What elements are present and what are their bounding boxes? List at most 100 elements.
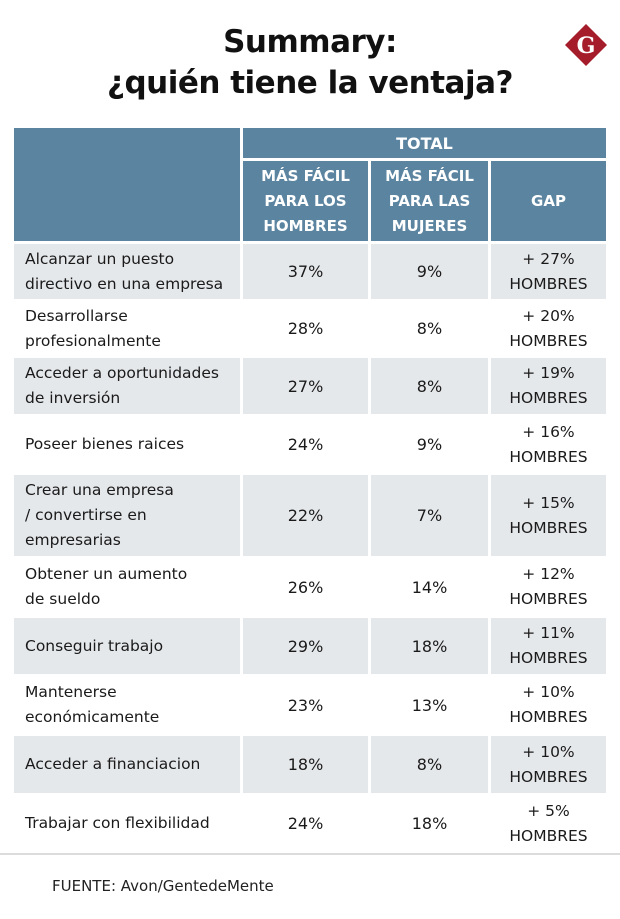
value-gap: + 16% HOMBRES (491, 416, 606, 473)
row-label-line: empresarias (25, 531, 121, 549)
value-hombres: 18% (243, 736, 368, 793)
gap-line: + 12% (522, 565, 575, 583)
footer-divider (0, 853, 620, 855)
row-label: Crear una empresa / convertirse en empresa… (14, 475, 240, 556)
table-row: Alcanzar un puesto directivo en una empre… (14, 244, 606, 299)
value-gap: + 5% HOMBRES (491, 795, 606, 852)
row-label-line: Obtener un aumento (25, 565, 188, 583)
header-line: PARA LAS (388, 191, 471, 210)
table-row: Desarrollarse profesionalmente 28% 8% + 20% H… (14, 301, 606, 356)
gap-line: + 15% (522, 493, 575, 512)
gap-line: + 19% (522, 364, 575, 382)
row-label: Conseguir trabajo (14, 618, 240, 674)
row-label-line: profesionalmente (25, 331, 161, 350)
row-label: Trabajar con flexibilidad (14, 795, 240, 852)
gap-line: HOMBRES (509, 274, 588, 293)
row-label-line: Desarrollarse (25, 306, 128, 325)
row-label: Obtener un aumento de sueldo (14, 558, 240, 616)
value-mujeres: 14% (411, 577, 448, 597)
gap-line: HOMBRES (509, 389, 588, 407)
page-title: Summary: ¿quién tiene la ventaja? (0, 22, 620, 104)
value-gap: + 15% HOMBRES (491, 475, 606, 556)
header-blank-cell (14, 128, 240, 241)
value-hombres: 37% (243, 244, 368, 299)
logo-letter: G (577, 33, 596, 59)
table-row: Acceder a financiacion 18% 8% + 10% HOMBRES (14, 736, 606, 793)
row-label-line: Crear una empresa (25, 481, 174, 499)
row-label-line: / convertirse en (25, 506, 147, 524)
table-row: Crear una empresa / convertirse en empresa… (14, 475, 606, 556)
row-label: Alcanzar un puesto directivo en una empre… (14, 244, 240, 299)
table-row: Poseer bienes raices 24% 9% + 16% HOMBRES (14, 416, 606, 473)
value-gap: + 12% HOMBRES (491, 558, 606, 616)
gap-line: + 10% (522, 742, 575, 761)
gap-line: HOMBRES (509, 447, 588, 466)
value-hombres: 23% (287, 695, 324, 715)
gap-line: + 5% (527, 801, 570, 820)
title-line-2: ¿quién tiene la ventaja? (106, 65, 514, 101)
source-note: FUENTE: Avon/GentedeMente (52, 877, 274, 895)
value-hombres: 22% (243, 475, 368, 556)
header-hombres: MÁS FÁCIL PARA LOS HOMBRES (243, 161, 368, 241)
row-label-line: Acceder a oportunidades (25, 364, 220, 382)
gap-line: HOMBRES (509, 826, 588, 845)
row-label: Acceder a oportunidades de inversión (14, 358, 240, 414)
gap-line: + 11% (522, 624, 575, 642)
title-line-1: Summary: (223, 24, 397, 60)
row-label-line: Acceder a financiacion (25, 755, 201, 773)
header-total: TOTAL (243, 128, 606, 158)
header-line: MÁS FÁCIL (385, 166, 474, 185)
header-line: MUJERES (391, 216, 468, 235)
gap-line: HOMBRES (509, 649, 588, 667)
value-mujeres: 8% (416, 319, 443, 338)
gap-line: HOMBRES (509, 708, 588, 726)
value-gap: + 19% HOMBRES (491, 358, 606, 414)
value-hombres: 28% (287, 319, 324, 338)
value-mujeres: 9% (416, 435, 443, 454)
value-gap: + 10% HOMBRES (491, 736, 606, 793)
row-label-line: directivo en una empresa (25, 274, 224, 293)
row-label-line: Conseguir trabajo (25, 636, 164, 655)
gap-line: HOMBRES (509, 518, 588, 537)
row-label: Desarrollarse profesionalmente (14, 301, 240, 356)
value-hombres: 24% (287, 814, 324, 833)
value-hombres: 24% (287, 435, 324, 454)
table-row: Conseguir trabajo 29% 18% + 11% HOMBRES (14, 618, 606, 674)
table-row: Obtener un aumento de sueldo 26% 14% + 12% HO… (14, 558, 606, 616)
value-hombres: 27% (243, 358, 368, 414)
gap-line: + 10% (522, 683, 575, 701)
value-gap: + 20% HOMBRES (491, 301, 606, 356)
row-label: Mantenerse económicamente (14, 676, 240, 734)
value-gap: + 11% HOMBRES (491, 618, 606, 674)
header-line: PARA LOS (264, 191, 347, 210)
value-mujeres: 8% (371, 736, 488, 793)
row-label: Poseer bienes raices (14, 416, 240, 473)
brand-logo-icon: G (565, 24, 607, 66)
header-line: HOMBRES (263, 216, 348, 235)
row-label-line: Alcanzar un puesto (25, 249, 175, 268)
value-mujeres: 18% (371, 618, 488, 674)
gap-line: + 16% (522, 422, 575, 441)
value-mujeres: 8% (371, 358, 488, 414)
gap-line: HOMBRES (509, 590, 588, 608)
value-gap: + 10% HOMBRES (491, 676, 606, 734)
row-label-line: económicamente (25, 708, 160, 726)
row-label-line: Poseer bienes raices (25, 435, 185, 453)
table-row: Trabajar con flexibilidad 24% 18% + 5% HOMBR… (14, 795, 606, 852)
gap-line: HOMBRES (509, 331, 588, 350)
value-gap: + 27% HOMBRES (491, 244, 606, 299)
header-line: MÁS FÁCIL (261, 166, 350, 185)
value-mujeres: 7% (371, 475, 488, 556)
value-mujeres: 13% (411, 695, 448, 715)
row-label: Acceder a financiacion (14, 736, 240, 793)
value-mujeres: 18% (411, 814, 448, 833)
value-hombres: 26% (287, 577, 324, 597)
header-line: GAP (531, 191, 566, 210)
row-label-line: de inversión (25, 389, 121, 407)
header-gap: GAP (491, 161, 606, 241)
logo-diamond (565, 24, 607, 66)
row-label-line: de sueldo (25, 590, 101, 608)
value-hombres: 29% (243, 618, 368, 674)
header-mujeres: MÁS FÁCIL PARA LAS MUJERES (371, 161, 488, 241)
value-mujeres: 9% (371, 244, 488, 299)
